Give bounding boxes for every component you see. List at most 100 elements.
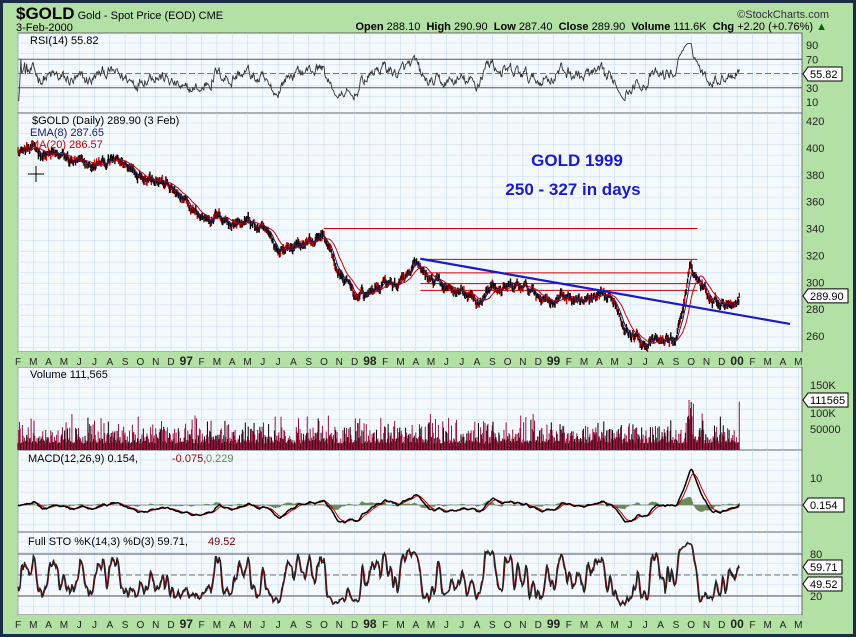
x-axis-label: N <box>703 357 710 368</box>
x-axis-label: F <box>15 620 21 631</box>
x-axis-label: O <box>137 620 145 631</box>
x-axis-label: M <box>243 357 251 368</box>
x-axis-label: F <box>199 620 205 631</box>
x-axis-label: J <box>276 357 281 368</box>
price-panel <box>17 112 803 353</box>
rsi-axis-label: 70 <box>806 54 818 66</box>
x-axis-label: N <box>519 357 526 368</box>
rsi-axis-label: 30 <box>806 83 818 95</box>
price-tag: 289.90 <box>810 291 844 303</box>
ohlc-summary: Open 288.10 High 290.90 Low 287.40 Close… <box>355 21 827 33</box>
x-axis-label: A <box>45 620 52 631</box>
x-axis-label: D <box>718 620 725 631</box>
sto-d-tag: 49.52 <box>810 579 838 591</box>
x-axis-label: A <box>657 357 664 368</box>
price-axis-label: 340 <box>806 224 824 236</box>
price-tag-box <box>802 288 849 304</box>
x-axis-label: A <box>45 357 52 368</box>
x-axis-label: N <box>152 357 159 368</box>
x-axis-label: M <box>764 357 772 368</box>
x-axis-label: A <box>474 357 481 368</box>
x-axis-label: F <box>749 357 755 368</box>
sto-k-line <box>17 541 740 607</box>
x-axis-label: O <box>687 357 695 368</box>
x-axis-label: F <box>382 620 388 631</box>
price-axis-label: 360 <box>806 197 824 209</box>
vol-panel <box>17 366 803 451</box>
rsi-tag-box <box>802 66 843 82</box>
x-axis-label: A <box>229 357 236 368</box>
x-axis-label: J <box>628 620 633 631</box>
x-axis-label: M <box>611 357 619 368</box>
volume-tag-box <box>802 392 849 408</box>
x-axis-label: J <box>77 620 82 631</box>
x-axis-label: 97 <box>180 354 194 368</box>
x-axis-label: M <box>427 357 435 368</box>
x-axis-label: F <box>15 357 21 368</box>
x-axis-label: M <box>243 620 251 631</box>
x-axis-label: A <box>412 357 419 368</box>
x-axis-label: 00 <box>730 354 744 368</box>
trendline <box>420 257 791 326</box>
x-axis-label: A <box>780 620 787 631</box>
x-axis-label: M <box>764 620 772 631</box>
volume-tag: 111565 <box>810 395 845 407</box>
x-axis-label: J <box>628 357 633 368</box>
price-axis-label: 400 <box>806 143 824 155</box>
macd-signal-legend: -0.075, <box>172 453 206 465</box>
x-axis-label: A <box>596 357 603 368</box>
x-axis-label: F <box>382 357 388 368</box>
macd-tag-box <box>802 497 845 513</box>
x-axis-label: A <box>596 620 603 631</box>
macd-axis-label: 10 <box>810 473 822 485</box>
x-axis-label: J <box>276 620 281 631</box>
x-axis-label: 98 <box>363 617 377 631</box>
x-axis-label: D <box>718 357 725 368</box>
x-axis-label: M <box>794 357 802 368</box>
price-axis-label: 320 <box>806 250 824 262</box>
x-axis-label: O <box>137 357 145 368</box>
x-axis-label: S <box>305 620 312 631</box>
sto-legend: Full STO %K(14,3) %D(3) 59.71, <box>28 536 188 548</box>
x-axis-label: S <box>122 357 129 368</box>
rsi-tag: 55.82 <box>810 69 838 81</box>
volume-legend: Volume 111,565 <box>30 369 108 381</box>
x-axis-label: O <box>504 620 512 631</box>
x-axis-label: 99 <box>547 617 561 631</box>
sto-axis-label: 20 <box>810 591 822 603</box>
volume-axis-label: 100K <box>810 408 836 420</box>
x-axis-label: D <box>535 357 542 368</box>
macd-hist-legend: 0.229 <box>206 453 234 465</box>
x-axis-label: J <box>77 357 82 368</box>
x-axis-label: J <box>92 357 97 368</box>
x-axis-label: A <box>412 620 419 631</box>
sto-d-legend: 49.52 <box>208 536 236 548</box>
x-axis-label: D <box>351 357 358 368</box>
security-name: Gold - Spot Price (EOD) CME <box>77 10 224 22</box>
symbol: $GOLD <box>16 4 75 23</box>
x-axis-label: M <box>213 620 221 631</box>
sto-axis-label: 80 <box>810 549 822 561</box>
x-axis-label: O <box>320 620 328 631</box>
macd-line <box>17 468 740 524</box>
x-axis-label: M <box>611 620 619 631</box>
price-axis-label: 260 <box>806 331 824 343</box>
x-axis-label: M <box>29 620 37 631</box>
price-axis-label: 380 <box>806 170 824 182</box>
x-axis-label: D <box>535 620 542 631</box>
x-axis-label: N <box>336 357 343 368</box>
rsi-axis-label: 90 <box>806 40 818 52</box>
price-axis-label: 420 <box>806 116 824 128</box>
x-axis-label: O <box>504 357 512 368</box>
x-axis-label: D <box>167 620 174 631</box>
x-axis-label: M <box>794 620 802 631</box>
volume-axis-label: 50000 <box>810 424 841 436</box>
x-axis-label: M <box>396 620 404 631</box>
price-axis-label: 300 <box>806 277 824 289</box>
x-axis-label: A <box>474 620 481 631</box>
brand-link[interactable]: ©StockCharts.com <box>737 9 829 21</box>
x-axis-label: S <box>673 620 680 631</box>
x-axis-label: J <box>444 357 449 368</box>
x-axis-label: S <box>122 620 129 631</box>
